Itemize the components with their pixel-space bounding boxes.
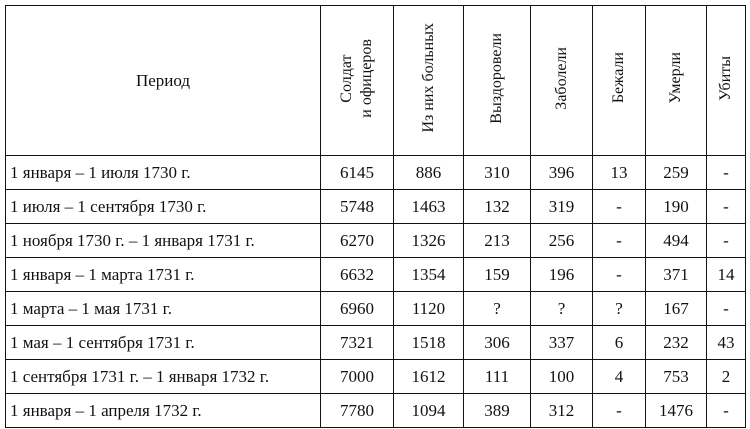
header-text: Бежали	[610, 52, 627, 104]
value-cell: 5748	[320, 189, 394, 224]
value-cell: 6145	[320, 155, 394, 190]
value-cell: 396	[530, 155, 593, 190]
value-cell: 132	[463, 189, 531, 224]
table-row: 1 марта – 1 мая 1731 г. 6960 1120??? 167-	[5, 291, 746, 326]
table-row: 1 сентября 1731 г. – 1 января 1732 г. 700…	[5, 359, 746, 394]
value-cell: 6	[592, 325, 646, 360]
value-cell: 167	[645, 291, 707, 326]
value-cell: 6632	[320, 257, 394, 292]
table-row: 1 июля – 1 сентября 1730 г. 5748 1463 132 31…	[5, 189, 746, 224]
period-cell: 1 января – 1 июля 1730 г.	[5, 155, 321, 190]
value-cell: 1326	[393, 223, 464, 258]
header-text: Заболели	[552, 46, 570, 110]
value-cell: 13	[592, 155, 646, 190]
header-cell: Умерли	[645, 5, 707, 156]
value-cell: 6270	[320, 223, 394, 258]
value-cell: ?	[530, 291, 593, 326]
value-cell: 6960	[320, 291, 394, 326]
header-text: Период	[135, 70, 191, 90]
value-cell: 753	[645, 359, 707, 394]
value-cell: 14	[706, 257, 746, 292]
value-cell: 100	[530, 359, 593, 394]
period-cell: 1 января – 1 апреля 1732 г.	[5, 393, 321, 428]
table-row: 1 ноября 1730 г. – 1 января 1731 г. 6270 1…	[5, 223, 746, 258]
value-cell: 389	[463, 393, 531, 428]
value-cell: 190	[645, 189, 707, 224]
value-cell: 337	[530, 325, 593, 360]
value-cell: 196	[530, 257, 593, 292]
header-text: Солдат и офицеров	[338, 38, 375, 118]
header-text: Выздоровели	[488, 32, 505, 124]
header-cell: Убиты	[706, 5, 746, 156]
value-cell: 371	[645, 257, 707, 292]
header-text: Убиты	[717, 55, 734, 101]
value-cell: 7321	[320, 325, 394, 360]
value-cell: 319	[530, 189, 593, 224]
value-cell: ?	[463, 291, 531, 326]
value-cell: 7780	[320, 393, 394, 428]
value-cell: -	[706, 189, 746, 224]
table-body: 1 января – 1 июля 1730 г. 6145 886 310 396 13…	[5, 155, 746, 428]
value-cell: 213	[463, 223, 531, 258]
value-cell: 886	[393, 155, 464, 190]
period-cell: 1 мая – 1 сентября 1731 г.	[5, 325, 321, 360]
value-cell: 232	[645, 325, 707, 360]
header-row: Период Солдат и офицеров Из них больных Выз…	[5, 5, 746, 156]
header-text: Из них больных	[419, 23, 437, 133]
value-cell: -	[706, 393, 746, 428]
value-cell: 310	[463, 155, 531, 190]
period-cell: 1 ноября 1730 г. – 1 января 1731 г.	[5, 223, 321, 258]
value-cell: 111	[463, 359, 531, 394]
period-cell: 1 марта – 1 мая 1731 г.	[5, 291, 321, 326]
value-cell: 1476	[645, 393, 707, 428]
value-cell: ?	[592, 291, 646, 326]
value-cell: -	[592, 393, 646, 428]
value-cell: 159	[463, 257, 531, 292]
value-cell: -	[592, 257, 646, 292]
header-cell: Солдат и офицеров	[320, 5, 394, 156]
table-row: 1 января – 1 апреля 1732 г. 7780 1094 389 31…	[5, 393, 746, 428]
table-row: 1 мая – 1 сентября 1731 г. 7321 1518 306 337…	[5, 325, 746, 360]
value-cell: 1094	[393, 393, 464, 428]
value-cell: -	[706, 223, 746, 258]
value-cell: 4	[592, 359, 646, 394]
value-cell: 312	[530, 393, 593, 428]
table-row: 1 января – 1 марта 1731 г. 6632 1354 159 196…	[5, 257, 746, 292]
header-cell: Заболели	[530, 5, 593, 156]
header-cell: Выздоровели	[463, 5, 531, 156]
value-cell: 1120	[393, 291, 464, 326]
value-cell: 1518	[393, 325, 464, 360]
period-cell: 1 сентября 1731 г. – 1 января 1732 г.	[5, 359, 321, 394]
value-cell: -	[592, 223, 646, 258]
value-cell: -	[706, 291, 746, 326]
period-cell: 1 июля – 1 сентября 1730 г.	[5, 189, 321, 224]
value-cell: -	[706, 155, 746, 190]
value-cell: 43	[706, 325, 746, 360]
value-cell: -	[592, 189, 646, 224]
value-cell: 2	[706, 359, 746, 394]
period-cell: 1 января – 1 марта 1731 г.	[5, 257, 321, 292]
value-cell: 1354	[393, 257, 464, 292]
value-cell: 494	[645, 223, 707, 258]
data-table: Период Солдат и офицеров Из них больных Выз…	[5, 5, 746, 428]
value-cell: 1463	[393, 189, 464, 224]
header-cell: Бежали	[592, 5, 646, 156]
value-cell: 7000	[320, 359, 394, 394]
header-text: Умерли	[667, 52, 684, 104]
value-cell: 306	[463, 325, 531, 360]
table-row: 1 января – 1 июля 1730 г. 6145 886 310 396 13…	[5, 155, 746, 190]
header-cell: Период	[5, 5, 321, 156]
value-cell: 256	[530, 223, 593, 258]
header-cell: Из них больных	[393, 5, 464, 156]
value-cell: 1612	[393, 359, 464, 394]
value-cell: 259	[645, 155, 707, 190]
